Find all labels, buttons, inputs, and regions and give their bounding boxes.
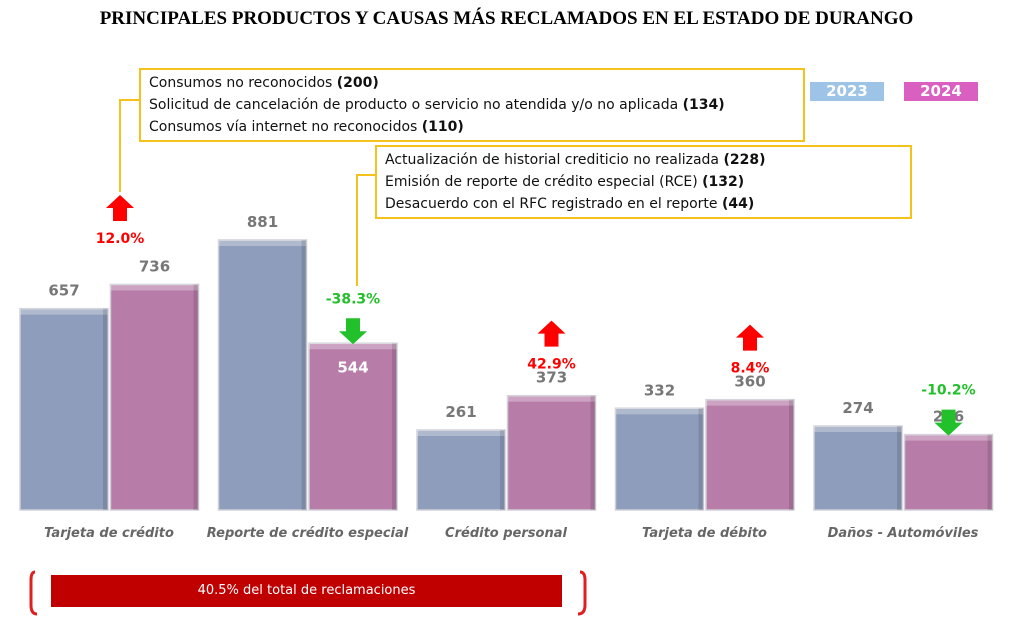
bar-shade: [392, 343, 397, 510]
bar-2023: [217, 239, 308, 511]
bar-bevel: [417, 430, 505, 437]
category-label: Crédito personal: [445, 526, 567, 541]
bar-2024: [308, 342, 398, 511]
change-label: 12.0%: [96, 231, 145, 247]
legend-2023: 2023: [810, 82, 884, 101]
bar-2023: [19, 307, 109, 511]
callout-line: Actualización de historial crediticio no…: [385, 152, 766, 168]
callout-reporte-credito: Actualización de historial crediticio no…: [375, 145, 912, 219]
category-label: Reporte de crédito especial: [207, 526, 409, 541]
bar-shade: [897, 426, 902, 510]
bar-bevel: [309, 343, 397, 350]
bar-2024: [506, 394, 597, 511]
category-label: Tarjeta de débito: [642, 526, 767, 541]
arrow-up-icon: [736, 324, 764, 351]
data-label: 544: [337, 358, 368, 376]
bar-bevel: [20, 308, 108, 315]
bar-shade: [698, 408, 704, 510]
bracket-left: [29, 570, 38, 616]
bar-2024: [903, 433, 994, 511]
arrow-up-icon: [106, 195, 134, 221]
legend-2024: 2024: [904, 82, 978, 101]
arrow-down-icon: [339, 318, 367, 345]
bar-bevel: [615, 408, 704, 415]
callout-connector-1: [119, 99, 139, 192]
bar-2023: [813, 425, 903, 511]
arrow-down-icon: [934, 409, 963, 436]
callout-connector-2: [356, 174, 375, 286]
bar-bevel: [218, 240, 307, 246]
data-label: 657: [48, 282, 79, 300]
callout-line: Consumos no reconocidos (200): [149, 75, 379, 91]
chart-title: PRINCIPALES PRODUCTOS Y CAUSAS MÁS RECLA…: [99, 8, 914, 29]
data-label: 274: [842, 399, 873, 417]
data-label: 360: [734, 373, 765, 391]
data-label: 332: [644, 381, 675, 399]
bar-shade: [103, 308, 108, 510]
bar-2024: [705, 398, 795, 511]
callout-line: Emisión de reporte de crédito especial (…: [385, 174, 745, 190]
callout-tarjeta-credito: Consumos no reconocidos (200) Solicitud …: [139, 68, 805, 142]
callout-line: Desacuerdo con el RFC registrado en el r…: [385, 196, 755, 212]
bracket-right: [577, 570, 587, 616]
bar-shade: [500, 430, 505, 510]
callout-line: Solicitud de cancelación de producto o s…: [149, 97, 725, 113]
bar-2024: [109, 283, 200, 511]
total-share-banner: 40.5% del total de reclamaciones: [51, 575, 562, 607]
data-label: 373: [536, 369, 567, 387]
bar-shade: [987, 434, 993, 510]
bar-bevel: [110, 284, 199, 291]
bar-bevel: [507, 395, 596, 402]
bar-shade: [590, 395, 596, 510]
bar-shade: [789, 399, 794, 510]
change-label: 8.4%: [731, 361, 770, 377]
callout-line: Consumos vía internet no reconocidos (11…: [149, 119, 464, 135]
data-label: 736: [139, 257, 170, 275]
data-label: 261: [445, 403, 476, 421]
arrow-up-icon: [537, 320, 566, 347]
bar-bevel: [814, 426, 902, 433]
bar-shade: [193, 284, 199, 510]
change-label: -38.3%: [326, 291, 380, 307]
bar-bevel: [904, 434, 993, 441]
bar-2023: [416, 429, 506, 511]
data-label: 881: [247, 213, 278, 231]
change-label: 42.9%: [527, 357, 576, 373]
bar-2023: [614, 407, 705, 511]
change-label: -10.2%: [921, 383, 975, 399]
category-label: Daños - Automóviles: [828, 526, 979, 541]
bar-shade: [301, 240, 307, 510]
category-label: Tarjeta de crédito: [44, 526, 174, 541]
bar-bevel: [706, 399, 794, 406]
